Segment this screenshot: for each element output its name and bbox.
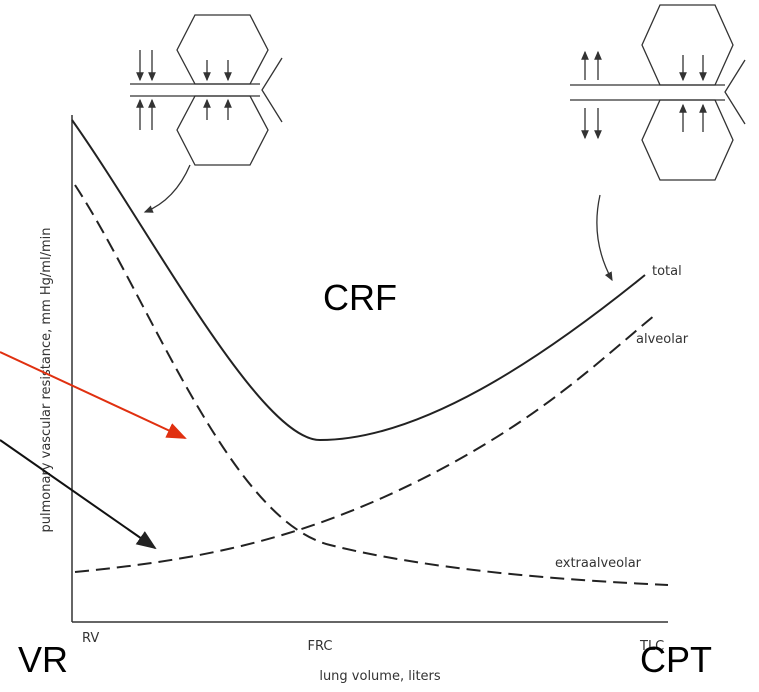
black-arrow: [0, 439, 157, 550]
inset-high-volume: [570, 4, 746, 282]
axes: [71, 115, 668, 623]
red-arrow: [0, 351, 187, 439]
y-axis-label: pulmonary vascular resistance, mm Hg/ml/…: [39, 228, 54, 533]
alveolar-curve: [74, 314, 656, 573]
inset-low-volume: [130, 14, 283, 213]
overlay-label: VR: [18, 639, 68, 680]
extraalveolar-curve: [74, 184, 669, 586]
curve-label: total: [652, 264, 682, 279]
total-curve: [71, 119, 646, 442]
x-tick-label: TLC: [639, 639, 664, 654]
x-tick-label: FRC: [308, 639, 333, 654]
curve-label: alveolar: [636, 332, 689, 347]
x-tick-label: RV: [82, 631, 99, 646]
overlay-label: CRF: [323, 277, 397, 318]
x-axis-label: lung volume, liters: [319, 669, 441, 684]
curve-label: extraalveolar: [555, 556, 642, 571]
overlay-label: CPT: [640, 639, 712, 680]
